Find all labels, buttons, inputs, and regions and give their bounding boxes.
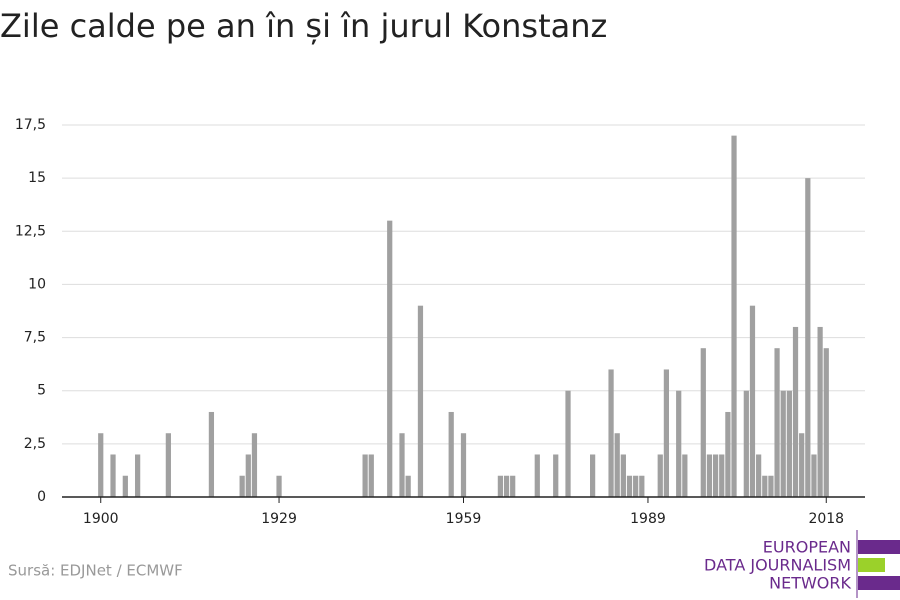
bar [725,411,731,497]
logo-bar [858,540,900,554]
bar [756,454,762,497]
bar [553,454,559,497]
source: Sursă: EDJNet / ECMWF [8,562,183,580]
x-tick-label: 2018 [808,511,844,527]
x-tick-label: 1989 [630,511,666,527]
bar [792,326,799,497]
bar [805,178,811,497]
bar [712,454,719,497]
bar [614,433,620,497]
bar [399,433,405,497]
x-tick-label: 1900 [83,511,119,527]
bar [362,454,368,497]
bar [780,390,786,497]
bar [719,454,725,497]
bar [448,411,454,497]
y-tick-label: 10 [28,276,46,292]
bar [239,475,245,497]
bar [768,475,774,497]
bar [460,433,467,497]
bar [811,454,817,497]
x-tick-label: 1929 [261,511,297,527]
bar [165,433,171,497]
logo-bar [858,576,900,590]
y-tick-label: 2,5 [24,436,46,452]
bar [676,390,682,497]
y-tick-label: 15 [28,170,46,186]
bar [817,326,823,497]
y-tick-label: 17,5 [15,117,46,133]
y-tick-label: 5 [37,383,46,399]
y-tick-label: 0 [37,489,46,505]
x-tick-label: 1959 [446,511,482,527]
bar [208,411,215,497]
bar [497,475,504,497]
bar [608,369,614,497]
bar [633,475,639,497]
bar [762,475,768,497]
y-tick-label: 12,5 [15,223,46,239]
bar [657,454,663,497]
bar [663,369,670,497]
bar [823,348,829,497]
bar [590,454,596,497]
bar [620,454,626,497]
logo-bar [858,558,885,572]
logo-text: NETWORK [769,574,851,593]
bar [682,454,688,497]
bar [743,390,749,497]
y-tick-label: 7,5 [24,330,46,346]
bar [786,390,792,497]
bar [110,454,116,497]
chart-title: Zile calde pe an în și în jurul Konstanz [0,7,607,45]
bar [706,454,713,497]
bar [405,475,411,497]
bar [417,305,424,497]
logo-text: DATA JOURNALISM [704,556,851,575]
bar [626,475,633,497]
logo-text: EUROPEAN [763,538,851,557]
bar [503,475,510,497]
bar [534,454,540,497]
bar [700,348,706,497]
bar [749,305,756,497]
bar [368,454,374,497]
logo: EUROPEAN DATA JOURNALISM NETWORK [704,530,900,598]
bar [135,454,141,497]
bar [639,475,645,497]
bar [251,433,258,497]
bar [510,475,516,497]
bar [774,348,780,497]
bar [731,135,737,497]
bar [245,454,251,497]
bar [799,433,805,497]
bar [122,475,128,497]
bar [387,220,393,497]
bar [276,475,282,497]
bar [565,390,571,497]
bar [98,433,104,497]
